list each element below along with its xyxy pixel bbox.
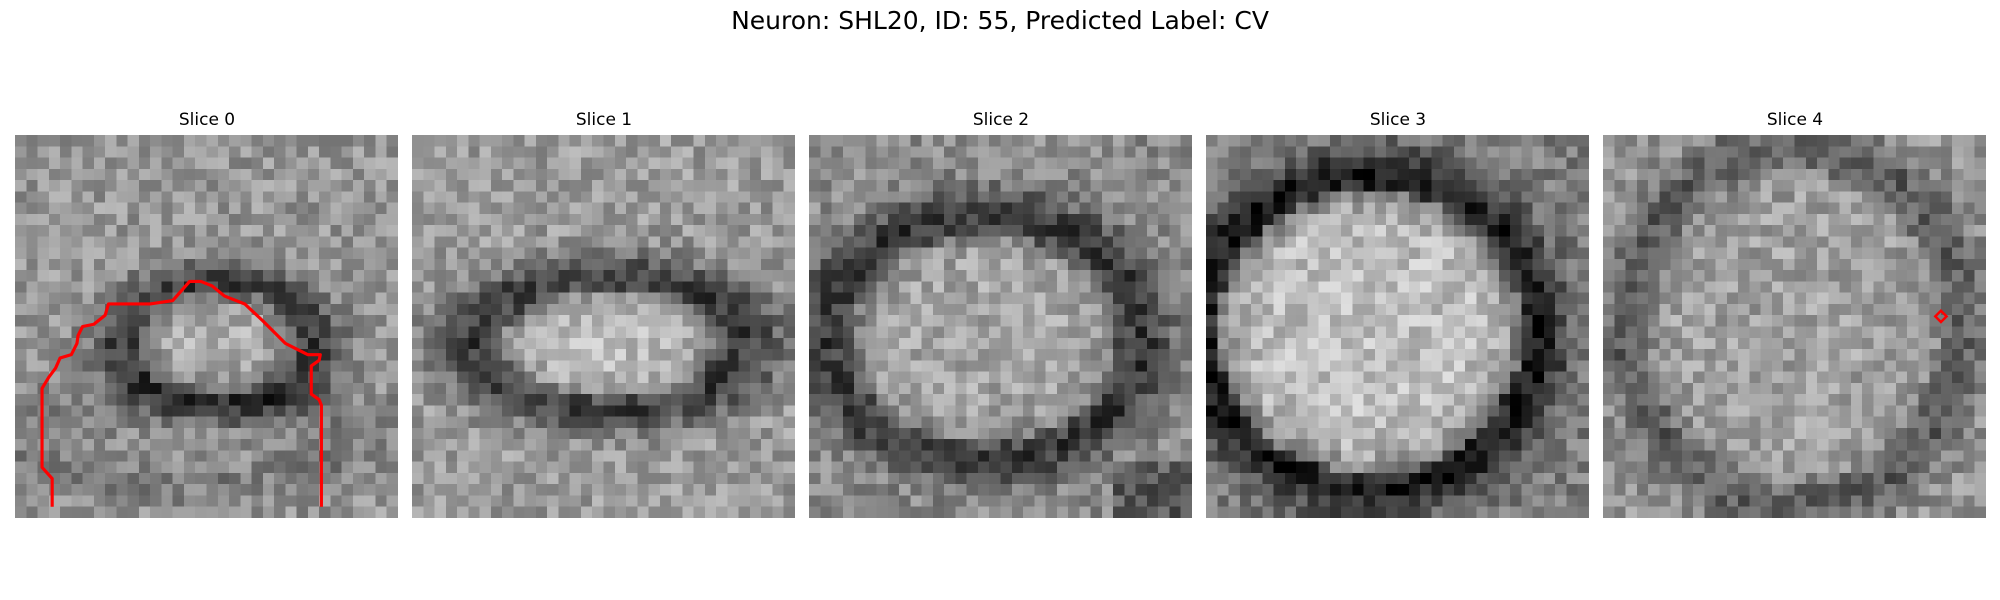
slice-title: Slice 0 <box>178 110 236 130</box>
segmentation-contour <box>40 279 323 507</box>
slice-image-4 <box>1603 135 1986 518</box>
slice-panel-4: Slice 4 <box>1603 108 1987 518</box>
slice-image-2 <box>809 135 1192 518</box>
slice-panel-0: Slice 0 <box>15 108 399 518</box>
slice-title: Slice 3 <box>1369 110 1427 130</box>
slice-image-3 <box>1206 135 1589 518</box>
slice-title: Slice 1 <box>575 110 633 130</box>
slice-panel-1: Slice 1 <box>412 108 796 518</box>
segmentation-contour <box>1933 308 1949 324</box>
figure-title: Neuron: SHL20, ID: 55, Predicted Label: … <box>731 6 1269 35</box>
pixel-grid <box>15 135 398 518</box>
slice-image-0 <box>15 135 398 518</box>
slice-title: Slice 4 <box>1766 110 1824 130</box>
slice-panel-2: Slice 2 <box>809 108 1193 518</box>
pixel-grid <box>1603 135 1986 518</box>
slice-panel-3: Slice 3 <box>1206 108 1590 518</box>
slice-image-1 <box>412 135 795 518</box>
pixel-grid <box>809 135 1192 518</box>
slice-title: Slice 2 <box>972 110 1030 130</box>
pixel-grid <box>1206 135 1589 518</box>
pixel-grid <box>412 135 795 518</box>
